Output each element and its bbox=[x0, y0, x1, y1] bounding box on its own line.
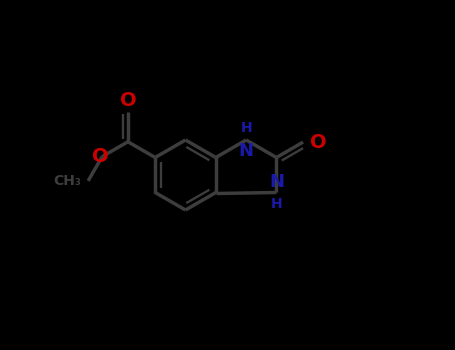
Text: H: H bbox=[271, 197, 282, 211]
Text: N: N bbox=[238, 142, 253, 160]
Text: N: N bbox=[269, 173, 284, 191]
Text: CH₃: CH₃ bbox=[53, 174, 81, 188]
Text: O: O bbox=[120, 91, 136, 110]
Text: O: O bbox=[92, 147, 109, 166]
Text: H: H bbox=[240, 121, 252, 135]
Text: O: O bbox=[310, 133, 327, 152]
